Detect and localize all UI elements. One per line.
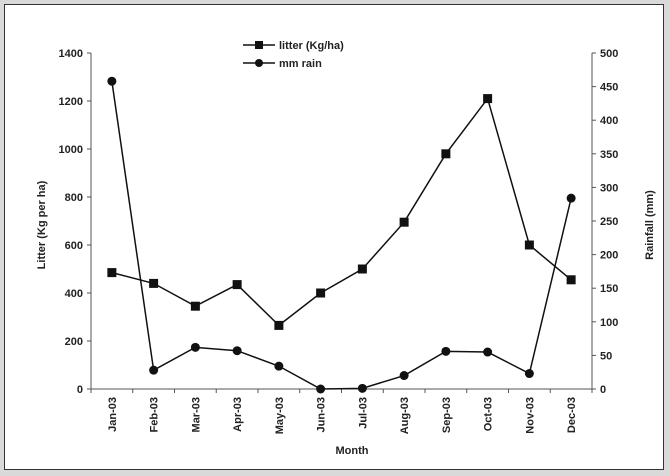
y2-axis-title: Rainfall (mm) xyxy=(644,190,656,260)
right-y-tick-label: 200 xyxy=(600,250,618,262)
circle-data-point xyxy=(399,371,409,381)
right-y-tick-label: 250 xyxy=(600,216,618,228)
square-data-point xyxy=(483,94,493,104)
x-tick-label: Mar-03 xyxy=(190,397,202,432)
left-y-tick-label: 1200 xyxy=(59,96,83,108)
right-y-tick-label: 500 xyxy=(600,48,618,60)
square-data-point xyxy=(190,301,200,311)
legend-item-litter: litter (Kg/ha) xyxy=(243,40,344,52)
circle-data-point xyxy=(441,346,451,356)
series-layer xyxy=(107,76,576,394)
legend: litter (Kg/ha) mm rain xyxy=(243,40,344,70)
x-tick-label: Apr-03 xyxy=(232,397,244,432)
right-y-tick-label: 100 xyxy=(600,317,618,329)
square-data-point xyxy=(149,278,159,288)
x-tick-label: Sep-03 xyxy=(441,397,453,433)
x-tick-label: Nov-03 xyxy=(524,397,536,434)
circle-data-point xyxy=(107,76,117,86)
axes xyxy=(90,53,593,390)
right-y-tick-label: 400 xyxy=(600,115,618,127)
square-data-point xyxy=(524,240,534,250)
legend-item-rain: mm rain xyxy=(243,58,322,70)
x-tick-label: Jun-03 xyxy=(316,397,328,432)
square-data-point xyxy=(399,217,409,227)
right-y-tick-label: 50 xyxy=(600,350,612,362)
circle-data-point xyxy=(149,365,159,375)
legend-label-litter: litter (Kg/ha) xyxy=(279,40,344,52)
circle-data-point xyxy=(316,384,326,394)
line-chart: 0 200 400 600 800 1000 1200 1400 0 50 100 150 200 25… xyxy=(36,40,656,457)
right-y-ticks: 0 50 100 150 200 250 300 350 400 450 500 xyxy=(592,48,618,396)
circle-data-point xyxy=(274,361,284,371)
left-y-tick-label: 800 xyxy=(65,192,83,204)
left-y-tick-label: 400 xyxy=(65,288,83,300)
square-data-point xyxy=(274,320,284,330)
x-tick-label: Aug-03 xyxy=(399,397,411,434)
right-y-tick-label: 300 xyxy=(600,182,618,194)
circle-data-point xyxy=(566,193,576,203)
legend-square-marker xyxy=(255,41,263,49)
series-line xyxy=(111,81,572,390)
x-ticks: Jan-03 Feb-03 Mar-03 Apr-03 May-03 Jun-03 Jul-… xyxy=(90,389,593,434)
chart-frame: 0 200 400 600 800 1000 1200 1400 0 50 100 150 200 25… xyxy=(4,4,664,470)
circle-data-point xyxy=(483,347,493,357)
legend-label-rain: mm rain xyxy=(279,58,322,70)
left-y-ticks: 0 200 400 600 800 1000 1200 1400 xyxy=(59,48,91,396)
circle-data-point xyxy=(232,346,242,356)
x-tick-label: Jan-03 xyxy=(107,397,119,432)
left-y-tick-label: 600 xyxy=(65,240,83,252)
square-data-point xyxy=(441,149,451,159)
series-litter xyxy=(107,94,576,330)
right-y-tick-label: 450 xyxy=(600,82,618,94)
left-y-tick-label: 1400 xyxy=(59,48,83,60)
left-y-tick-label: 0 xyxy=(77,384,83,396)
square-data-point xyxy=(357,264,367,274)
x-tick-label: Oct-03 xyxy=(483,397,495,431)
x-tick-label: May-03 xyxy=(274,397,286,434)
circle-data-point xyxy=(190,342,200,352)
x-axis-title: Month xyxy=(336,445,369,457)
y-axis-title: Litter (Kg per ha) xyxy=(36,180,48,269)
square-data-point xyxy=(566,275,576,285)
right-y-tick-label: 0 xyxy=(600,384,606,396)
series-line xyxy=(111,96,572,327)
right-y-tick-label: 150 xyxy=(600,283,618,295)
square-data-point xyxy=(107,268,117,278)
square-data-point xyxy=(232,280,242,290)
x-tick-label: Jul-03 xyxy=(357,397,369,429)
circle-data-point xyxy=(524,369,534,379)
series-rain xyxy=(107,76,576,394)
right-y-tick-label: 350 xyxy=(600,149,618,161)
x-tick-label: Feb-03 xyxy=(149,397,161,432)
x-tick-label: Dec-03 xyxy=(566,397,578,433)
circle-data-point xyxy=(357,383,367,393)
left-y-tick-label: 1000 xyxy=(59,144,83,156)
left-y-tick-label: 200 xyxy=(65,336,83,348)
legend-circle-marker xyxy=(255,59,263,67)
square-data-point xyxy=(316,288,326,298)
